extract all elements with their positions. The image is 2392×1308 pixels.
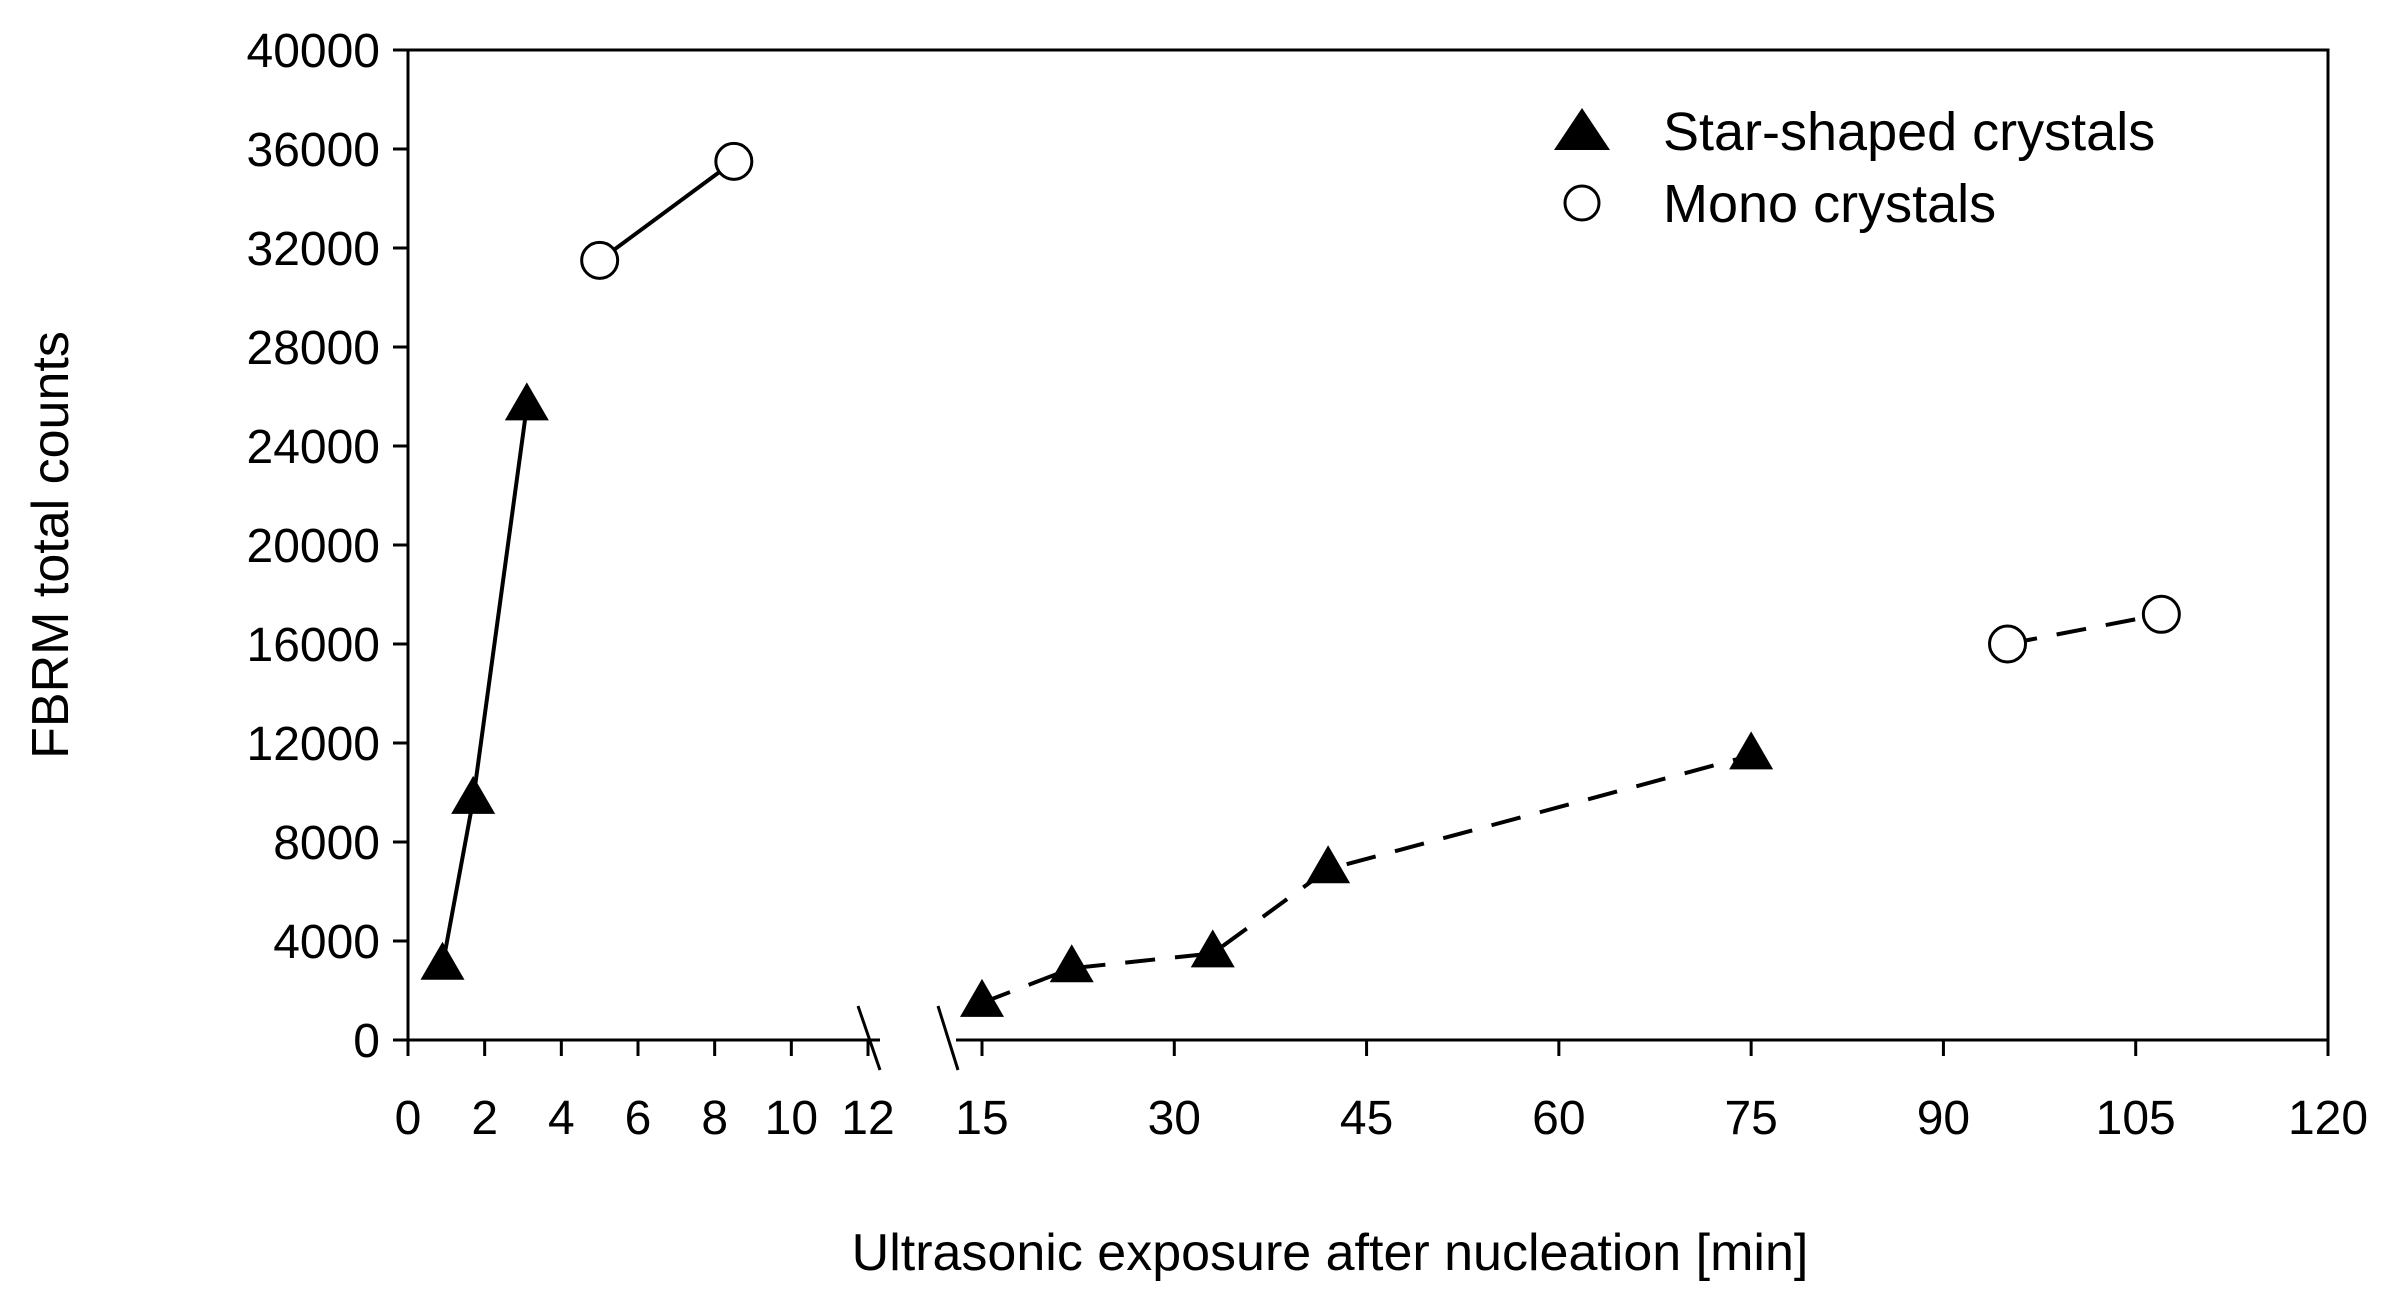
x-axis-title: Ultrasonic exposure after nucleation [mi… — [852, 1224, 1809, 1282]
legend-label-star: Star-shaped crystals — [1663, 102, 2155, 162]
data-point-star-shaped — [1049, 944, 1094, 983]
x-tick-label: 6 — [625, 1092, 652, 1145]
series-line — [981, 753, 1752, 1005]
axis-break-mark — [936, 1005, 960, 1071]
x-tick-label: 2 — [471, 1092, 498, 1145]
x-tick-label: 30 — [1148, 1092, 1201, 1145]
x-tick-label: 120 — [2288, 1092, 2368, 1145]
axis-break-mark — [856, 1005, 882, 1071]
data-point-star-shaped — [504, 382, 549, 421]
x-tick-label: 0 — [395, 1092, 422, 1145]
y-axis-title: FBRM total counts — [22, 331, 80, 759]
data-point-mono — [714, 141, 754, 181]
legend-label-mono: Mono crystals — [1663, 174, 1996, 234]
x-tick-label: 8 — [701, 1092, 728, 1145]
y-tick-label: 28000 — [247, 322, 380, 375]
y-tick-label: 8000 — [273, 817, 380, 870]
y-tick-label: 12000 — [247, 718, 380, 771]
data-point-star-shaped — [420, 941, 465, 980]
data-point-star-shaped — [1190, 929, 1235, 968]
series-line — [440, 406, 529, 967]
y-tick-label: 40000 — [247, 25, 380, 78]
series-line — [2007, 612, 2162, 646]
x-axis-break-marks — [856, 1005, 960, 1071]
y-tick-label: 32000 — [247, 223, 380, 276]
data-point-star-shaped — [1729, 731, 1774, 770]
x-tick-label: 12 — [841, 1092, 894, 1145]
data-point-star-shaped — [960, 978, 1004, 1017]
series-lines — [440, 159, 2162, 1005]
y-tick-label: 0 — [353, 1015, 380, 1068]
y-tick-label: 36000 — [247, 124, 380, 177]
x-tick-label: 4 — [548, 1092, 575, 1145]
legend-mono-marker — [1563, 184, 1601, 222]
plot-frame — [406, 48, 2330, 1042]
data-point-star-shaped — [451, 775, 496, 814]
x-tick-label: 10 — [765, 1092, 818, 1145]
x-tick-label: 60 — [1532, 1092, 1585, 1145]
x-tick-label: 15 — [955, 1092, 1008, 1145]
y-tick-label: 20000 — [247, 520, 380, 573]
data-point-mono — [2141, 594, 2181, 634]
data-point-star-shaped — [1306, 845, 1351, 884]
data-point-mono — [580, 240, 620, 280]
y-tick-label: 24000 — [247, 421, 380, 474]
legend: Star-shaped crystals Mono crystals — [1554, 102, 2155, 234]
y-tick-label: 16000 — [247, 619, 380, 672]
x-tick-label: 45 — [1340, 1092, 1393, 1145]
y-axis: 0 4000 8000 12000 16000 20000 24000 28000 32000 3… — [247, 25, 408, 1068]
x-axis: 0 2 4 6 8 10 12 15 30 45 60 75 90 105 120 — [395, 1040, 2368, 1145]
series-line — [598, 159, 736, 262]
data-point-mono — [1988, 624, 2028, 664]
legend-star-marker — [1554, 108, 1610, 150]
series-markers — [420, 141, 2181, 1017]
x-tick-label: 90 — [1917, 1092, 1970, 1145]
y-tick-label: 4000 — [273, 916, 380, 969]
axis-break-gap — [880, 1034, 956, 1046]
x-tick-label: 75 — [1724, 1092, 1777, 1145]
x-tick-label: 105 — [2096, 1092, 2176, 1145]
